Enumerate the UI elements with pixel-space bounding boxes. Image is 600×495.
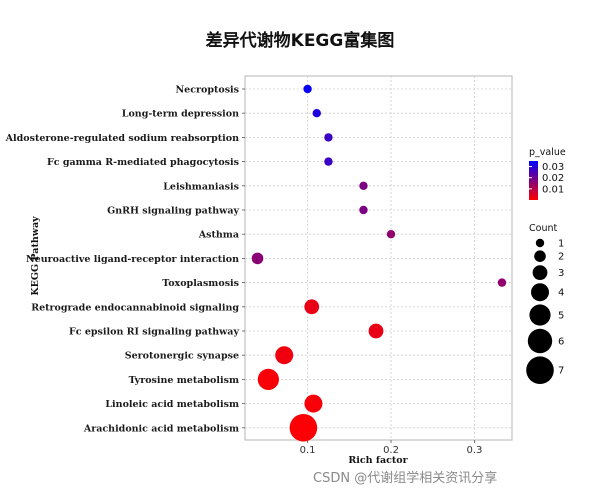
y-tick-label: Retrograde endocannabinoid signaling <box>31 302 239 313</box>
data-point <box>275 346 294 365</box>
count-legend-dot <box>527 328 553 354</box>
x-axis-title: Rich factor <box>348 455 408 466</box>
p-value-colorbar <box>529 161 538 200</box>
data-point <box>251 252 264 265</box>
count-legend-label: 6 <box>558 337 564 348</box>
y-tick-label: Arachidonic acid metabolism <box>83 423 239 434</box>
y-tick-label: Aldosterone-regulated sodium reabsorptio… <box>5 133 239 144</box>
count-legend-dot <box>535 238 545 248</box>
count-legend-title: Count <box>529 223 557 234</box>
data-point <box>304 299 320 315</box>
data-point <box>304 394 323 413</box>
count-legend-label: 4 <box>558 288 564 299</box>
y-tick-label: Fc gamma R-mediated phagocytosis <box>47 157 239 168</box>
count-legend-label: 1 <box>558 239 564 250</box>
data-point <box>289 414 318 442</box>
y-tick-label: Tyrosine metabolism <box>129 375 239 386</box>
y-tick-label: Long-term depression <box>122 109 239 120</box>
x-axis-ticks: 0.1 0.2 0.3 <box>300 440 483 456</box>
colorbar-tick-label: 0.02 <box>542 173 564 184</box>
chart-title: 差异代谢物KEGG富集图 <box>206 30 395 51</box>
watermark-text: CSDN @代谢组学相关资讯分享 <box>313 470 497 486</box>
count-legend-dot <box>534 250 546 262</box>
data-point <box>386 230 396 239</box>
data-point <box>324 133 333 142</box>
count-legend-label: 7 <box>558 366 564 377</box>
count-legend-dot <box>526 356 554 385</box>
data-point <box>257 368 279 390</box>
y-tick-label: Linoleic acid metabolism <box>105 399 239 410</box>
count-legend-label: 3 <box>558 268 564 279</box>
count-legend: Count 1 2 3 4 5 6 7 <box>526 223 564 385</box>
colorbar-tick-label: 0.03 <box>542 162 564 173</box>
data-points <box>251 84 507 442</box>
data-point <box>359 181 368 190</box>
count-legend-dot <box>532 265 548 280</box>
count-legend-label: 2 <box>558 252 564 263</box>
y-tick-label: GnRH signaling pathway <box>107 206 239 217</box>
data-point <box>497 278 507 287</box>
x-tick-label: 0.1 <box>300 445 316 456</box>
data-point <box>312 109 321 118</box>
y-tick-label: Leishmaniasis <box>163 181 239 192</box>
data-point <box>303 84 312 94</box>
plot-panel <box>244 75 513 441</box>
count-legend-dot <box>529 304 551 326</box>
y-axis-labels: Necroptosis Long-term depression Aldostero… <box>5 85 245 434</box>
count-legend-dot <box>531 283 549 302</box>
x-tick-label: 0.2 <box>383 445 399 456</box>
p-value-legend-title: p_value <box>529 147 566 158</box>
p-value-legend: p_value 0.030.020.01 <box>529 147 566 200</box>
y-tick-label: Asthma <box>198 230 239 241</box>
y-tick-label: Fc epsilon RI signaling pathway <box>69 327 239 338</box>
y-tick-label: Neuroactive ligand-receptor interaction <box>26 254 239 265</box>
x-tick-label: 0.3 <box>467 445 483 456</box>
colorbar-tick-label: 0.01 <box>542 184 564 195</box>
y-axis-title: KEGG Pathway <box>30 216 41 296</box>
data-point <box>368 323 384 339</box>
y-tick-label: Toxoplasmosis <box>162 278 239 289</box>
count-legend-label: 5 <box>558 311 564 322</box>
y-tick-label: Serotonergic synapse <box>125 351 239 362</box>
y-tick-label: Necroptosis <box>175 85 239 96</box>
data-point <box>359 205 368 215</box>
data-point <box>324 157 333 166</box>
